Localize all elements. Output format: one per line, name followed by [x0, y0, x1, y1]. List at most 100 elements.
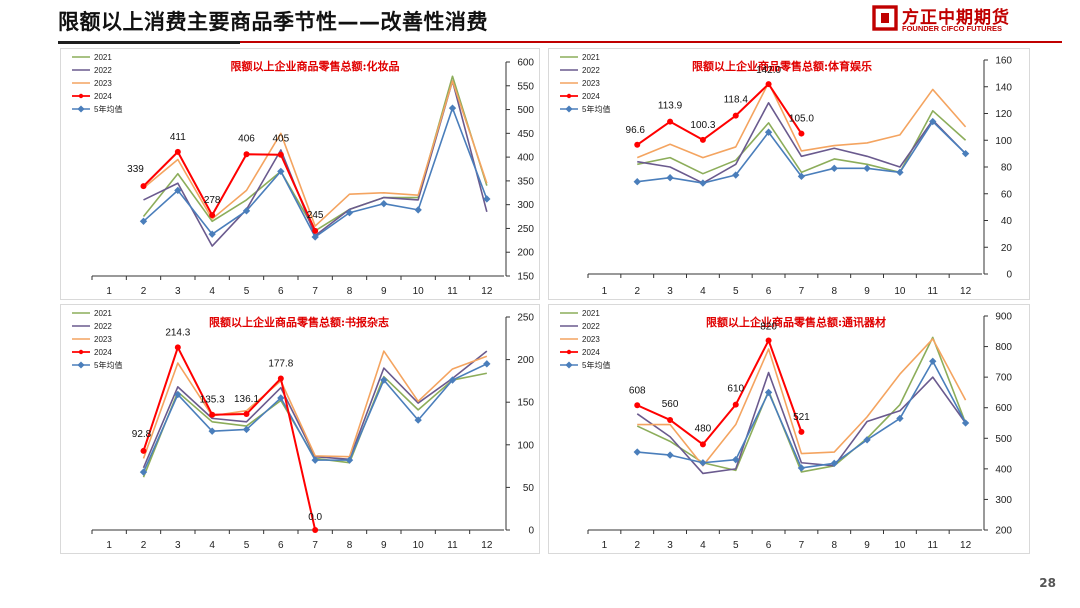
x-tick-label: 4: [209, 540, 215, 551]
legend-label: 2024: [582, 92, 600, 101]
x-tick-label: 12: [960, 540, 972, 551]
x-tick-label: 11: [447, 540, 458, 551]
x-tick-label: 7: [312, 286, 318, 297]
x-tick-label: 1: [602, 286, 608, 297]
legend-marker: [566, 349, 572, 355]
series-point-2024: [277, 151, 284, 158]
data-label-2024: 339: [127, 164, 144, 175]
chart-communication-equipment: 1 2 3 4 5 6 7 8 9 10 11 12200300400500600700800900限…: [548, 304, 1030, 554]
company-logo: 方正中期期货 FOUNDER CIFCO FUTURES: [872, 2, 1022, 38]
y-tick-label: 500: [995, 434, 1012, 445]
chart-legend: 2021 2022 2023 2024 5年均值: [72, 53, 122, 114]
x-tick-label: 10: [894, 286, 906, 297]
y-tick-label: 550: [517, 81, 534, 92]
founder-logo-icon: [872, 5, 898, 31]
x-tick-label: 1: [602, 540, 608, 551]
series-line-2022: [637, 101, 967, 184]
data-label-2024: 278: [204, 195, 221, 206]
y-tick-label: 150: [517, 398, 534, 409]
x-tick-label: 5: [733, 286, 739, 297]
y-tick-label: 120: [995, 109, 1012, 120]
data-label-2024: 105.0: [789, 114, 814, 125]
series-point-avg: [139, 217, 148, 225]
chart-cosmetics: 1 2 3 4 5 6 7 8 9 10 11 121502002503003504004505005…: [60, 48, 540, 300]
series-point-avg: [863, 436, 871, 444]
x-tick-label: 3: [175, 540, 181, 551]
series-line-2023: [636, 81, 967, 159]
x-tick-label: 5: [244, 286, 250, 297]
series-line-2022: [143, 80, 488, 247]
y-tick-label: 20: [1001, 243, 1013, 254]
panel-border: [548, 304, 1030, 554]
series-point-avg: [414, 206, 422, 214]
chart-sports-entertainment: 1 2 3 4 5 6 7 8 9 10 11 12020406080100120140160限额以上…: [548, 48, 1030, 300]
series-line-2023: [142, 80, 488, 227]
panel-border: [60, 48, 540, 300]
x-tick-label: 12: [481, 540, 493, 551]
series-line-2024: [636, 339, 803, 446]
data-label-2024: 100.3: [690, 120, 715, 131]
y-tick-label: 600: [995, 403, 1012, 414]
chart-title: 限额以上企业商品零售总额:通讯器材: [706, 315, 886, 329]
series-line-2023: [637, 338, 967, 467]
series-point-avg: [345, 209, 354, 217]
y-tick-label: 60: [1001, 189, 1013, 200]
legend-marker: [566, 93, 572, 99]
x-tick-label: 6: [278, 286, 284, 297]
series-point-2024: [634, 141, 641, 148]
series-point-avg: [830, 459, 838, 468]
y-tick-label: 500: [517, 105, 534, 116]
legend-marker: [77, 361, 85, 369]
chart-books-newspapers-magazines: 1 2 3 4 5 6 7 8 9 10 11 12050100150200250限额以上企业商品零售…: [60, 304, 540, 554]
legend-label: 2022: [582, 322, 600, 331]
series-point-avg: [277, 394, 285, 402]
x-tick-label: 2: [634, 286, 640, 297]
series-point-2024: [798, 428, 805, 435]
legend-label: 2021: [582, 309, 600, 318]
data-label-2024: 142.0: [756, 65, 781, 76]
series-point-2024: [798, 130, 805, 137]
series-point-2024: [732, 112, 739, 119]
title-accent-bar: [58, 41, 240, 44]
series-point-2024: [667, 118, 674, 125]
x-tick-label: 5: [733, 540, 739, 551]
data-label-2024: 406: [238, 133, 255, 144]
y-tick-label: 150: [517, 272, 534, 283]
x-tick-label: 8: [831, 286, 837, 297]
data-label-2024: 820: [760, 321, 777, 332]
series-point-avg: [242, 207, 251, 215]
legend-label: 2024: [94, 92, 112, 101]
series-point-avg: [380, 200, 388, 208]
series-point-2024: [174, 344, 181, 351]
y-tick-label: 400: [517, 153, 534, 164]
series-point-2024: [243, 411, 250, 418]
x-tick-label: 8: [347, 540, 353, 551]
series-point-2024: [699, 441, 706, 448]
title-divider: [58, 41, 1062, 43]
chart-title: 限额以上企业商品零售总额:体育娱乐: [692, 59, 872, 73]
series-point-avg: [242, 425, 251, 434]
series-line-2024: [142, 346, 317, 531]
x-tick-label: 11: [928, 286, 939, 297]
chart-title: 限额以上企业商品零售总额:书报杂志: [209, 315, 389, 329]
y-tick-label: 0: [528, 526, 534, 537]
x-tick-label: 8: [831, 540, 837, 551]
x-tick-label: 12: [960, 286, 972, 297]
data-label-2024: 560: [662, 399, 679, 410]
series-point-2024: [699, 136, 706, 143]
series-point-avg: [633, 178, 641, 186]
legend-label: 2024: [94, 348, 112, 357]
data-label-2024: 118.4: [724, 95, 749, 106]
data-label-2024: 92.8: [132, 429, 152, 440]
y-tick-label: 50: [523, 483, 535, 494]
series-point-avg: [448, 104, 457, 112]
series-point-2024: [765, 337, 772, 344]
chart-legend: 2021 2022 2023 2024 5年均值: [560, 53, 610, 114]
logo-name-cn: 方正中期期货: [902, 8, 1010, 28]
data-label-2024: 0.0: [308, 512, 322, 523]
x-tick-label: 10: [413, 540, 425, 551]
x-tick-label: 5: [244, 540, 250, 551]
legend-label: 2023: [582, 335, 600, 344]
series-point-avg: [483, 360, 491, 368]
legend-label: 5年均值: [94, 360, 122, 370]
